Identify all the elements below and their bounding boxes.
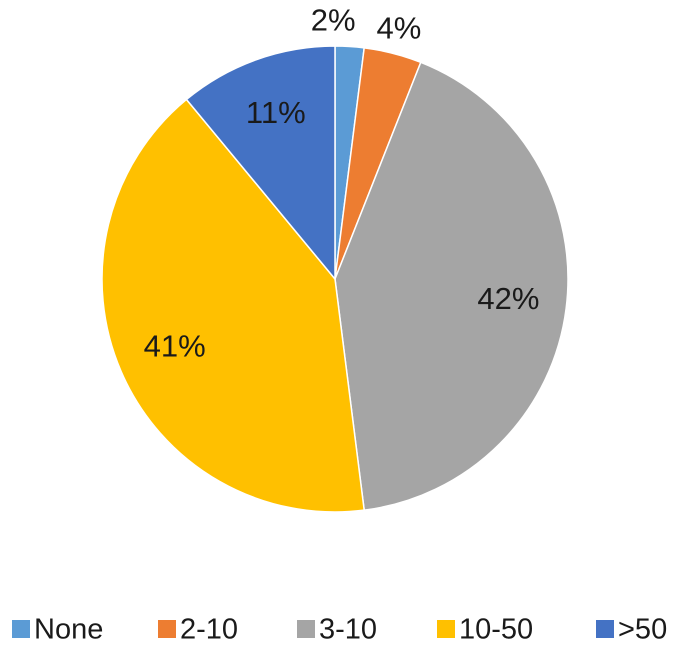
legend-swatch	[12, 620, 30, 638]
legend-label: 2-10	[180, 614, 238, 645]
data-label: 4%	[377, 10, 422, 45]
pie-slice	[185, 45, 336, 282]
legend-label: 3-10	[319, 614, 377, 645]
data-label: 2%	[311, 3, 356, 38]
data-label: 41%	[144, 329, 206, 364]
legend-swatch	[437, 620, 455, 638]
legend-swatch	[158, 620, 176, 638]
data-label: 11%	[246, 95, 306, 130]
data-label: 42%	[477, 281, 539, 316]
legend-label: >50	[618, 614, 667, 645]
pie-slice	[101, 98, 366, 513]
legend-swatch	[297, 620, 315, 638]
legend-swatch	[596, 620, 614, 638]
legend-label: 10-50	[459, 614, 533, 645]
legend-label: None	[34, 614, 103, 645]
pie-slice	[334, 61, 569, 512]
